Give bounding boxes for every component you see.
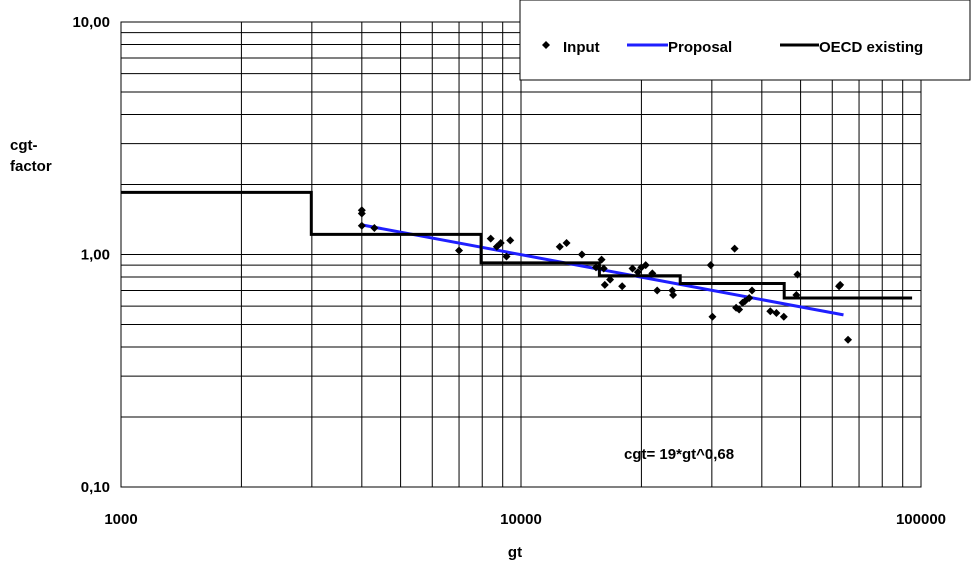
input-data-point — [618, 282, 627, 291]
input-data-point — [577, 250, 586, 259]
x-tick-label: 10000 — [500, 511, 542, 528]
legend-label-oecd-existing: OECD existing — [819, 39, 923, 56]
equation-annotation: cgt= 19*gt^0,68 — [624, 446, 734, 463]
input-data-point — [793, 270, 802, 279]
legend-item-proposal: Proposal — [627, 39, 732, 56]
y-tick-label: 1,00 — [81, 247, 110, 264]
x-tick-label: 100000 — [896, 511, 946, 528]
input-data-point — [633, 268, 642, 277]
input-data-point — [735, 305, 744, 314]
input-data-point — [555, 242, 564, 251]
oecd-existing-step-line — [121, 190, 913, 300]
y-axis-label-line-2: factor — [10, 158, 52, 175]
input-data-point — [357, 221, 366, 230]
input-data-point — [599, 264, 608, 273]
input-data-point — [370, 224, 379, 233]
input-data-point — [766, 307, 775, 316]
input-data-point — [648, 269, 657, 278]
tick-labels: 0,10 1,00 10,00 1000 10000 100000 — [72, 14, 946, 528]
input-data-point — [641, 261, 650, 270]
input-data-point — [455, 246, 464, 255]
input-data-point — [772, 309, 781, 318]
y-tick-label: 10,00 — [72, 14, 110, 31]
input-data-point — [747, 286, 756, 295]
legend-label-input: Input — [563, 39, 600, 56]
input-data-point — [357, 209, 366, 218]
input-data-point — [779, 312, 788, 321]
input-data-point — [792, 290, 801, 299]
y-tick-label: 0,10 — [81, 479, 110, 496]
input-data-point — [745, 293, 754, 302]
input-data-point — [502, 252, 511, 261]
x-tick-label: 1000 — [104, 511, 137, 528]
y-axis-label-line-1: cgt- — [10, 137, 38, 154]
input-data-point — [669, 290, 678, 299]
input-data-point — [600, 280, 609, 289]
legend-item-input: Input — [542, 39, 600, 56]
legend-item-oecd-existing: OECD existing — [780, 39, 923, 56]
input-data-point — [506, 236, 515, 245]
legend-marker-diamond — [542, 41, 550, 49]
input-data-point — [496, 239, 505, 248]
input-data-point — [653, 286, 662, 295]
input-data-point — [606, 275, 615, 284]
input-data-point — [628, 264, 637, 273]
series-layer — [121, 190, 913, 344]
input-data-point — [844, 335, 853, 344]
input-data-point — [597, 255, 606, 264]
legend-label-proposal: Proposal — [668, 39, 732, 56]
input-data-point — [486, 234, 495, 243]
legend: Input Proposal OECD existing — [519, 0, 971, 81]
input-data-point — [708, 312, 717, 321]
input-data-point — [562, 239, 571, 248]
input-data-point — [592, 263, 601, 272]
input-data-point — [836, 280, 845, 289]
input-data-point — [730, 244, 739, 253]
x-axis-label: gt — [508, 544, 522, 561]
input-data-point — [706, 261, 715, 270]
legend-box — [519, 0, 971, 81]
